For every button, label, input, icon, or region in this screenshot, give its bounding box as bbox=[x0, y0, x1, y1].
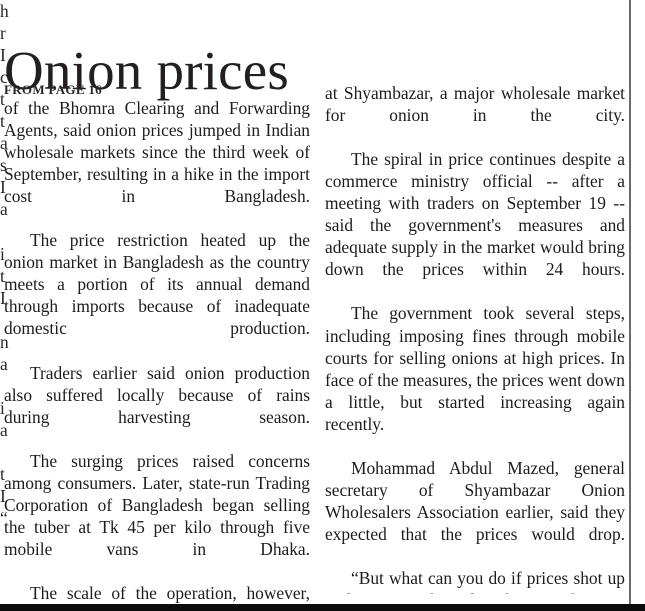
paragraph: at Shyambazar, a major wholesale market … bbox=[325, 83, 625, 126]
paragraph: The surging prices raised concerns among… bbox=[4, 450, 310, 559]
paragraph: The spiral in price continues despite a … bbox=[325, 149, 625, 280]
paragraph: “But what can you do if prices shot up a… bbox=[325, 568, 625, 594]
article-column-1: of the Bhomra Clearing and Forwarding Ag… bbox=[4, 97, 310, 609]
column-divider-rule bbox=[629, 0, 631, 606]
paragraph: The government took several steps, inclu… bbox=[325, 303, 625, 434]
page-crop-bar bbox=[0, 604, 645, 611]
continuation-kicker: FROM PAGE 16 bbox=[4, 82, 102, 97]
article-column-2: at Shyambazar, a major wholesale market … bbox=[325, 82, 625, 594]
paragraph: Traders earlier said onion production al… bbox=[4, 362, 310, 427]
paragraph: of the Bhomra Clearing and Forwarding Ag… bbox=[4, 98, 310, 207]
page-title: Onion prices bbox=[4, 39, 289, 101]
paragraph: The price restriction heated up the onio… bbox=[4, 230, 310, 339]
paragraph: Mohammad Abdul Mazed, general secretary … bbox=[325, 457, 625, 544]
